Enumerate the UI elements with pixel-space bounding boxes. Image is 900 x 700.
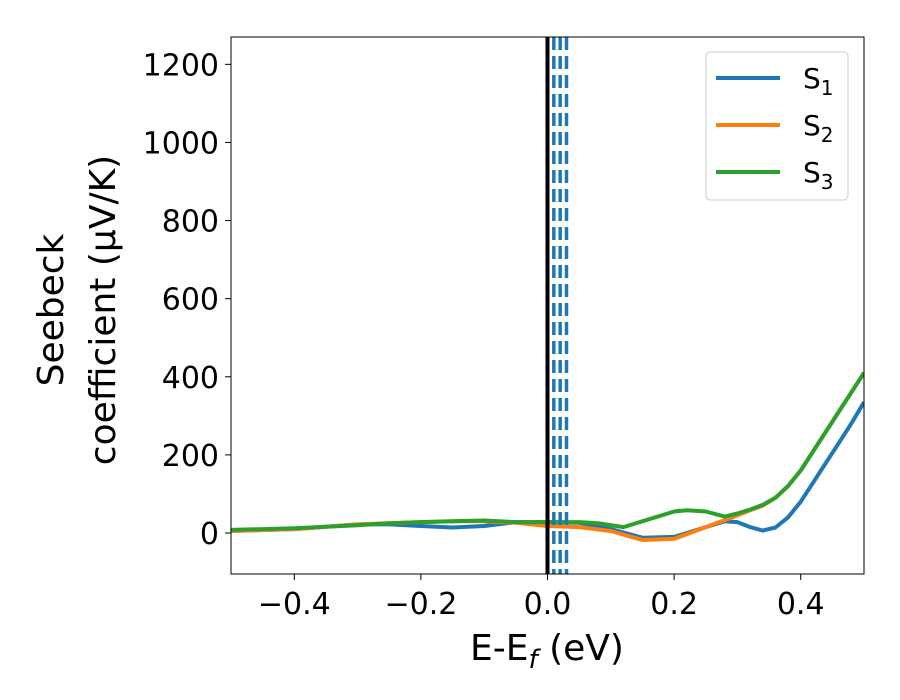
y-tick-label: 1200 bbox=[143, 48, 219, 83]
legend: S1 S2 S3 bbox=[705, 51, 849, 201]
y-tick-label: 0 bbox=[200, 517, 219, 552]
y-tick-label: 800 bbox=[162, 205, 219, 240]
x-tick-label: 0.2 bbox=[650, 587, 698, 622]
x-tick-label: −0.4 bbox=[258, 587, 331, 622]
y-tick-label: 400 bbox=[162, 361, 219, 396]
y-tick-label: 200 bbox=[162, 439, 219, 474]
legend-label-S1: S1 bbox=[803, 62, 834, 100]
series-S3-line bbox=[231, 371, 864, 532]
y-tick-label: 1000 bbox=[143, 126, 219, 161]
x-axis: −0.4 −0.2 0.0 0.2 0.4 bbox=[258, 574, 825, 622]
x-axis-title: E-Ef (eV) bbox=[470, 628, 624, 675]
legend-label-S3: S3 bbox=[803, 156, 834, 194]
x-tick-label: −0.2 bbox=[384, 587, 457, 622]
y-tick-label: 600 bbox=[162, 283, 219, 318]
y-axis: 0 200 400 600 800 1000 1200 bbox=[143, 48, 231, 552]
y-axis-title: Seebeck coefficient (μV/K) bbox=[31, 155, 124, 465]
plot-area bbox=[231, 37, 864, 574]
legend-label-S2: S2 bbox=[803, 109, 834, 147]
x-tick-label: 0.4 bbox=[777, 587, 825, 622]
y-axis-title-line1: Seebeck bbox=[31, 233, 72, 386]
x-tick-label: 0.0 bbox=[524, 587, 572, 622]
y-axis-title-line2: coefficient (μV/K) bbox=[83, 155, 124, 465]
